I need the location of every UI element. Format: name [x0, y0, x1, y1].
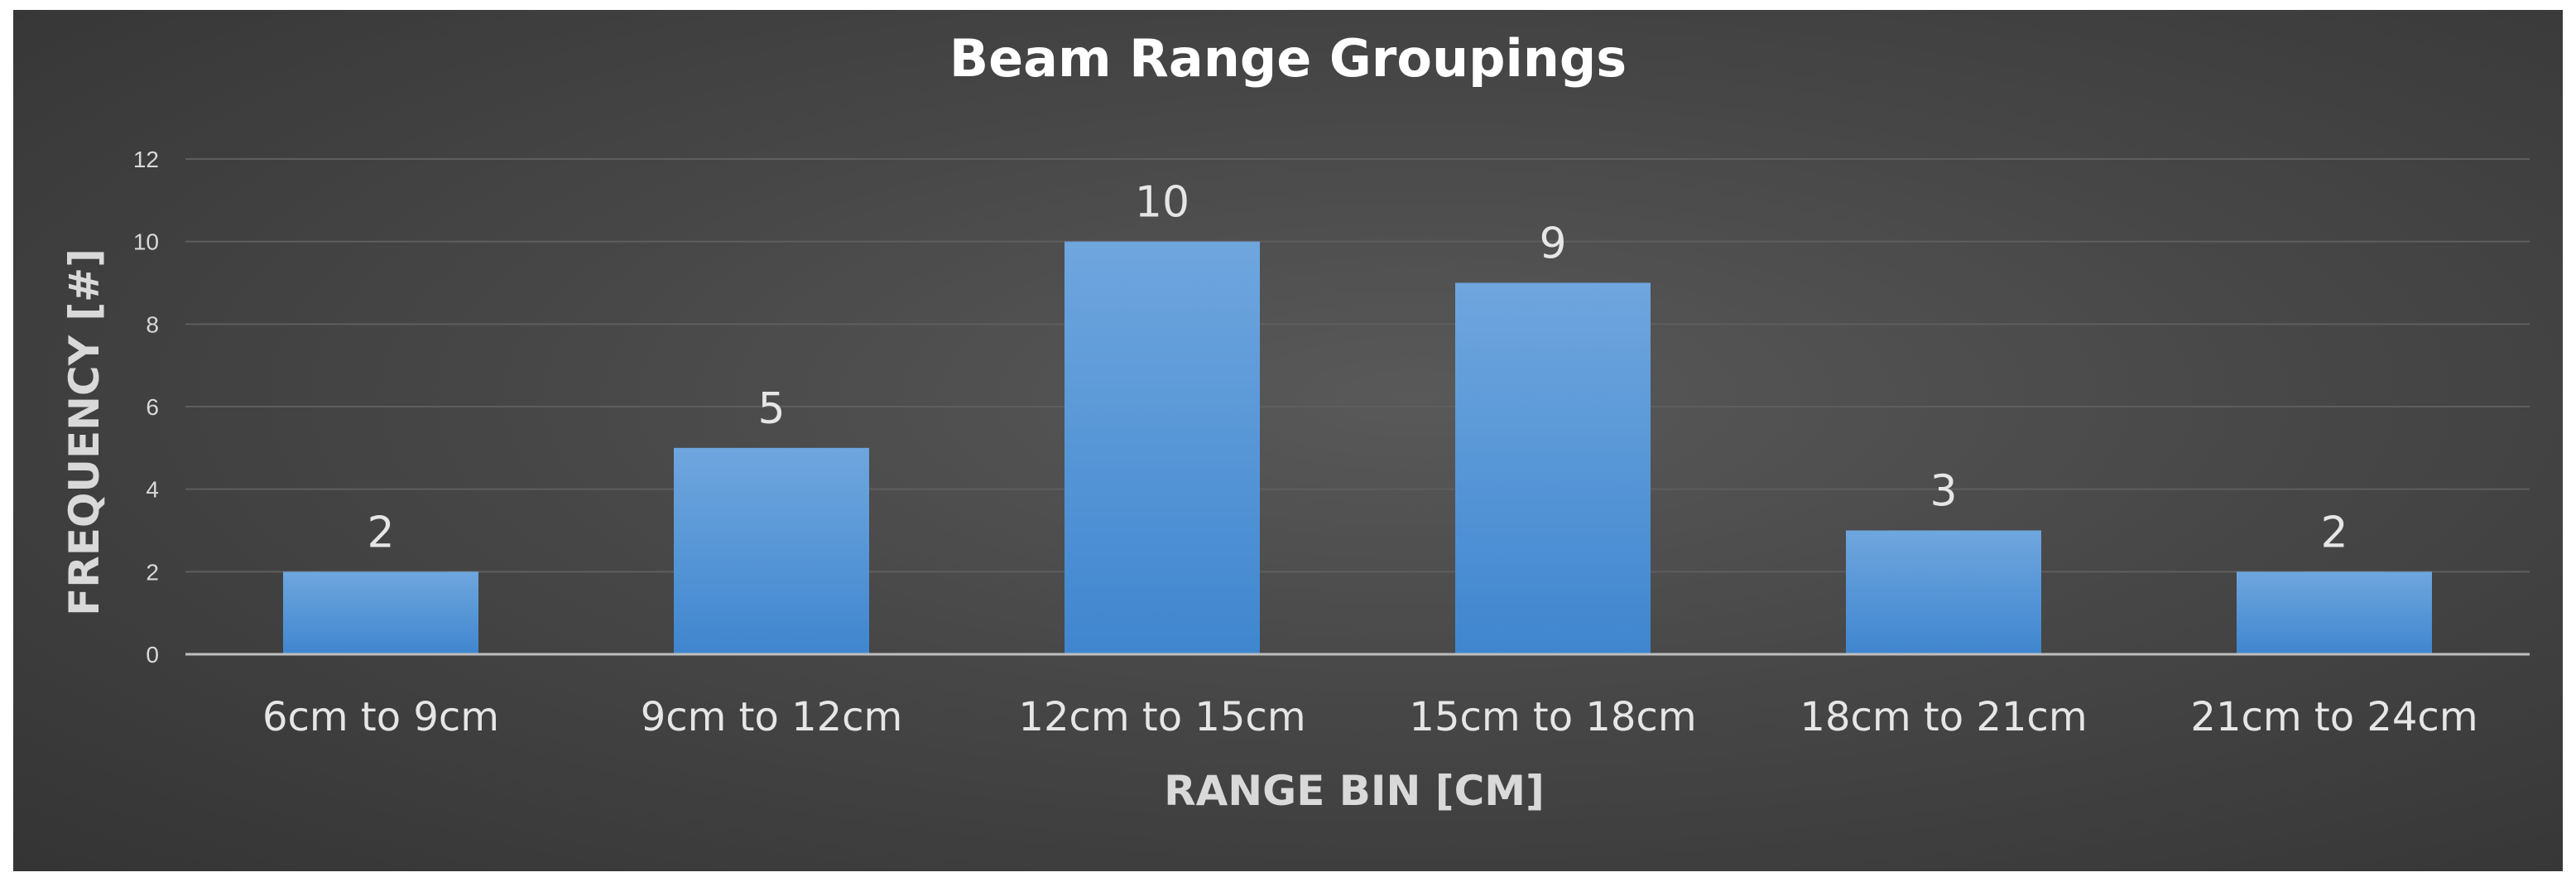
- bar: [1455, 282, 1651, 654]
- y-tick-label: 4: [146, 477, 159, 503]
- bar: [674, 447, 869, 654]
- data-labels: 2 5 10 9 3 2: [367, 178, 2348, 558]
- x-tick-label: 12cm to 15cm: [1018, 694, 1305, 740]
- x-tick-label: 9cm to 12cm: [641, 694, 903, 740]
- bar: [1846, 530, 2041, 654]
- x-axis-title: RANGE BIN [CM]: [1164, 767, 1545, 815]
- data-label: 5: [757, 384, 785, 434]
- data-label: 2: [2320, 508, 2348, 557]
- x-tick-label: 15cm to 18cm: [1409, 694, 1696, 740]
- x-tick-labels: 6cm to 9cm 9cm to 12cm 12cm to 15cm 15cm to…: [262, 694, 2478, 740]
- bar-chart: 0 2 4 6 8 10 12 2 5 10 9 3 2 6cm to 9cm 9cm to 12cm 1…: [60, 28, 2530, 815]
- grid-lines: [185, 158, 2530, 573]
- y-tick-label: 10: [133, 229, 159, 255]
- y-tick-label: 8: [146, 311, 159, 337]
- data-label: 9: [1539, 219, 1566, 269]
- x-tick-label: 18cm to 21cm: [1800, 694, 2087, 740]
- y-tick-label: 6: [146, 394, 159, 420]
- y-tick-label: 2: [146, 559, 159, 585]
- x-tick-label: 21cm to 24cm: [2190, 694, 2477, 740]
- bars: [283, 241, 2432, 654]
- data-label: 10: [1135, 178, 1189, 228]
- y-axis-title: FREQUENCY [#]: [60, 248, 108, 616]
- y-tick-label: 12: [133, 147, 159, 172]
- bar: [283, 571, 478, 654]
- data-label: 2: [367, 508, 394, 557]
- x-tick-label: 6cm to 9cm: [262, 694, 499, 740]
- chart-title: Beam Range Groupings: [949, 28, 1627, 89]
- y-tick-label: 0: [146, 642, 159, 668]
- chart-container: 0 2 4 6 8 10 12 2 5 10 9 3 2 6cm to 9cm 9cm to 12cm 1…: [13, 10, 2563, 871]
- bar: [1065, 241, 1260, 654]
- bar: [2237, 571, 2432, 654]
- y-tick-labels: 0 2 4 6 8 10 12: [133, 147, 159, 668]
- data-label: 3: [1930, 467, 1957, 517]
